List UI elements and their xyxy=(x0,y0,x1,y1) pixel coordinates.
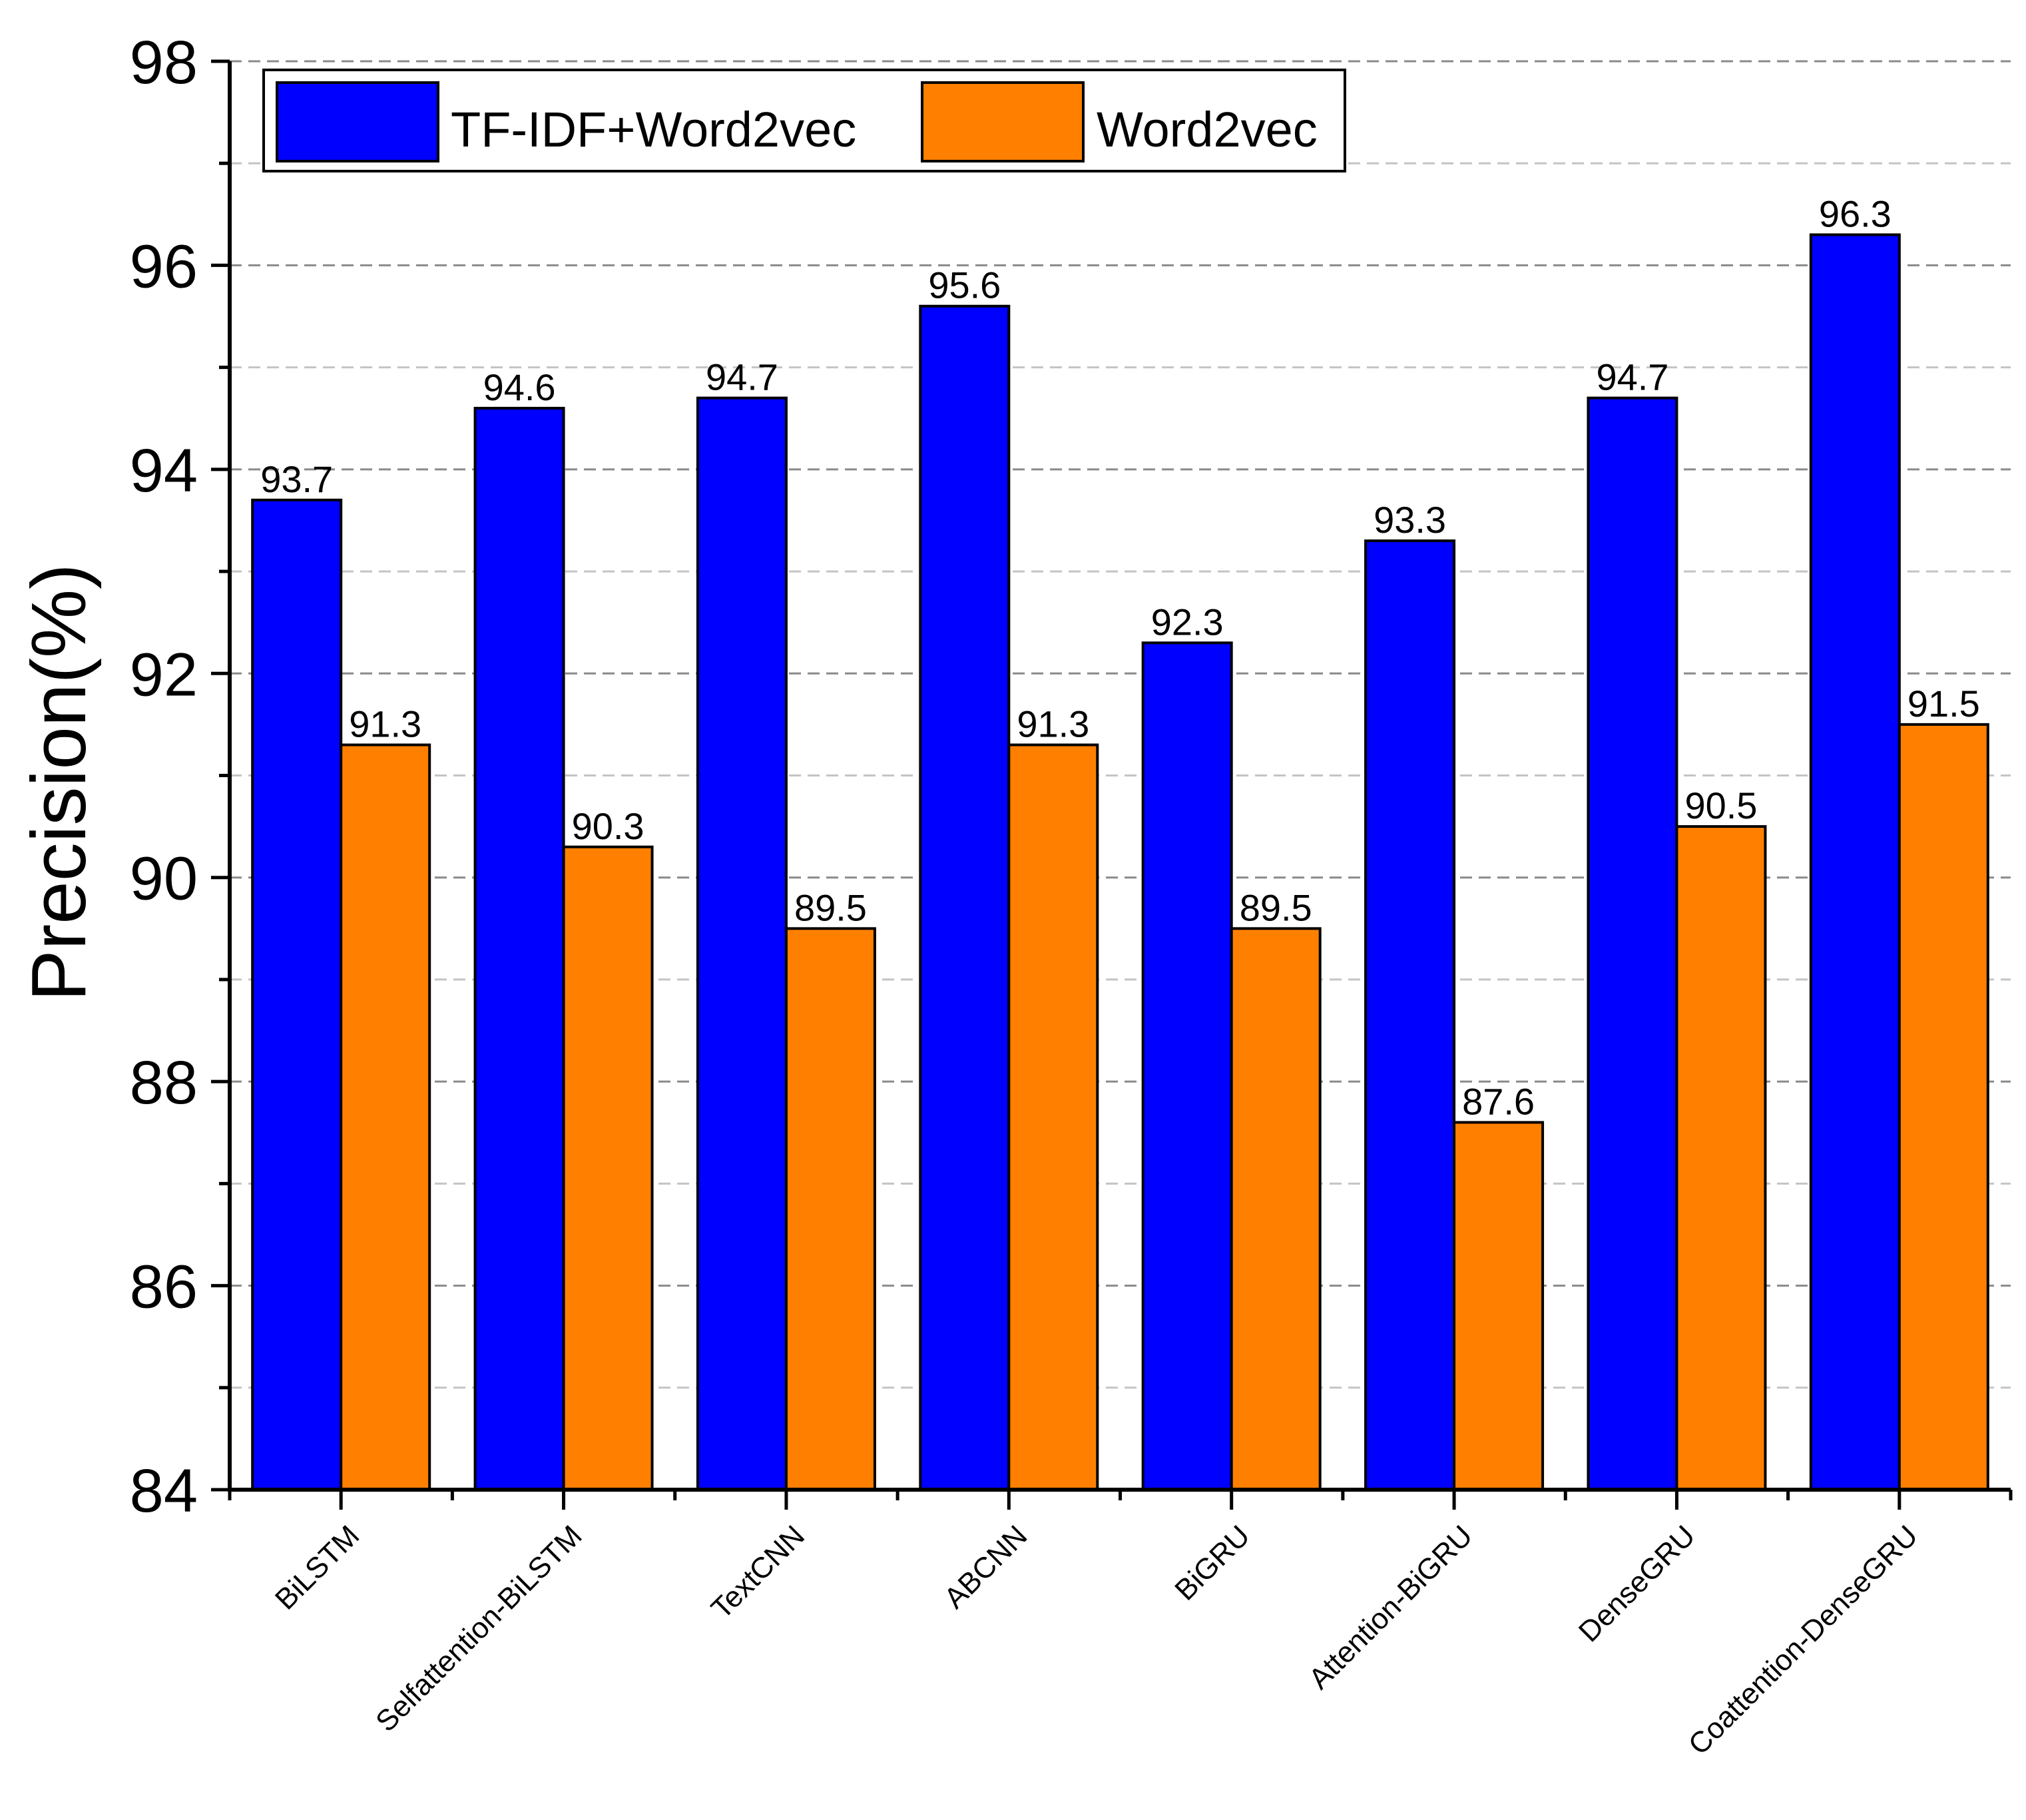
data-label: 95.6 xyxy=(928,264,1001,306)
legend: TF-IDF+Word2vec Word2vec xyxy=(262,69,1346,172)
data-label: 94.7 xyxy=(1596,356,1668,398)
bar-tfidf-word2vec-textcnn xyxy=(696,396,788,1491)
bar-word2vec-textcnn xyxy=(784,927,876,1491)
data-label: 93.7 xyxy=(260,458,333,500)
data-label: 89.5 xyxy=(794,886,867,928)
y-tick-label: 84 xyxy=(130,1457,198,1525)
bar-tfidf-word2vec-attention-bigru xyxy=(1364,539,1456,1491)
data-label: 94.6 xyxy=(483,366,556,408)
data-label: 87.6 xyxy=(1462,1080,1535,1122)
data-label: 91.3 xyxy=(1017,703,1089,745)
bar-word2vec-attention-bigru xyxy=(1453,1121,1545,1491)
y-tick-label: 98 xyxy=(130,29,198,97)
data-label: 90.3 xyxy=(572,805,644,847)
legend-label-word2vec: Word2vec xyxy=(1097,102,1318,157)
data-label: 90.5 xyxy=(1684,784,1757,826)
data-label: 96.3 xyxy=(1819,192,1892,234)
bar-word2vec-selfattention-bilstm xyxy=(562,845,654,1491)
y-tick-label: 86 xyxy=(130,1253,198,1321)
data-label: 92.3 xyxy=(1151,601,1224,643)
legend-swatch-word2vec xyxy=(921,81,1085,162)
bar-tfidf-word2vec-coattention-densegru xyxy=(1809,233,1901,1492)
data-label: 93.3 xyxy=(1374,499,1446,541)
y-tick-label: 96 xyxy=(130,232,198,300)
y-tick-label: 90 xyxy=(130,845,198,913)
bar-word2vec-coattention-densegru xyxy=(1898,723,1989,1491)
y-tick-label: 94 xyxy=(130,437,198,505)
legend-label-tfidf-word2vec: TF-IDF+Word2vec xyxy=(451,102,856,157)
bar-tfidf-word2vec-selfattention-bilstm xyxy=(473,406,565,1491)
data-label: 94.7 xyxy=(706,356,778,398)
y-tick-label: 88 xyxy=(130,1049,198,1117)
y-tick-label: 92 xyxy=(130,641,198,709)
data-labels: 93.7 91.3 94.6 90.3 94.7 89.5 95.6 91.3 92.3 89.5… xyxy=(260,192,1980,1122)
bar-tfidf-word2vec-bigru xyxy=(1141,641,1233,1491)
bar-word2vec-densegru xyxy=(1675,825,1767,1492)
bar-word2vec-abcnn xyxy=(1007,743,1099,1491)
bar-tfidf-word2vec-densegru xyxy=(1587,396,1678,1491)
legend-box xyxy=(262,69,1346,172)
bar-tfidf-word2vec-abcnn xyxy=(919,304,1011,1492)
data-label: 91.5 xyxy=(1907,683,1980,725)
bar-word2vec-bigru xyxy=(1230,927,1322,1491)
legend-swatch-tfidf-word2vec xyxy=(276,81,439,162)
bars xyxy=(251,233,1989,1492)
data-label: 91.3 xyxy=(349,703,421,745)
y-axis-label: Precision(%) xyxy=(15,563,102,1001)
data-label: 89.5 xyxy=(1240,886,1312,928)
bar-word2vec-bilstm xyxy=(340,743,431,1491)
bar-tfidf-word2vec-bilstm xyxy=(251,498,343,1491)
